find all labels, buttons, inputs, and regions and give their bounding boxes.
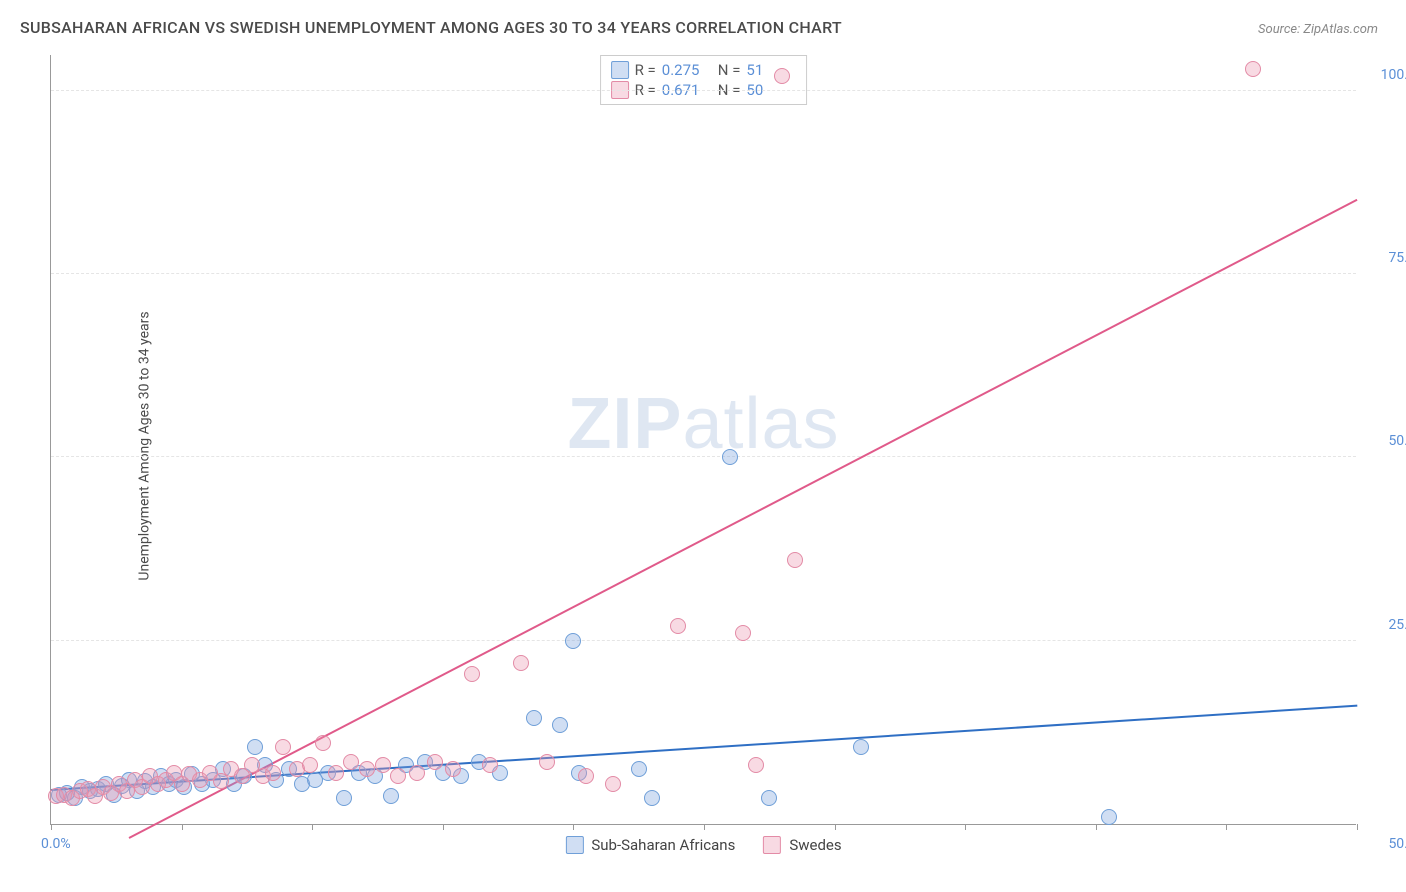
data-point (336, 790, 352, 806)
data-point (390, 768, 406, 784)
x-axis-max-label: 50.0% (1366, 836, 1406, 852)
data-point (302, 757, 318, 773)
legend-item: Sub-Saharan Africans (565, 836, 735, 854)
y-tick-label: 75.0% (1366, 250, 1406, 266)
data-point (445, 761, 461, 777)
data-point (343, 754, 359, 770)
legend-label: Sub-Saharan Africans (591, 836, 735, 854)
x-axis-min-label: 0.0% (41, 836, 71, 852)
data-point (265, 765, 281, 781)
data-point (644, 790, 660, 806)
series-legend: Sub-Saharan Africans Swedes (565, 836, 841, 854)
data-point (761, 790, 777, 806)
data-point (1101, 809, 1117, 825)
n-label: N = (718, 61, 741, 79)
source-attribution: Source: ZipAtlas.com (1258, 22, 1378, 37)
x-tick (182, 824, 183, 830)
data-point (670, 618, 686, 634)
data-point (513, 655, 529, 671)
data-point (722, 449, 738, 465)
plot-area: ZIPatlas R =0.275N =51R =0.671N =50 Sub-… (50, 55, 1356, 825)
legend-swatch (611, 61, 629, 79)
x-tick (1096, 824, 1097, 830)
data-point (565, 633, 581, 649)
data-point (315, 735, 331, 751)
data-point (328, 765, 344, 781)
data-point (409, 765, 425, 781)
stats-row: R =0.275N =51 (611, 60, 797, 80)
gridline (51, 640, 1356, 641)
data-point (275, 739, 291, 755)
data-point (482, 757, 498, 773)
x-tick (965, 824, 966, 830)
y-tick-label: 25.0% (1366, 617, 1406, 633)
legend-swatch (763, 836, 781, 854)
data-point (427, 754, 443, 770)
data-point (539, 754, 555, 770)
x-tick (1226, 824, 1227, 830)
x-tick (312, 824, 313, 830)
data-point (359, 761, 375, 777)
data-point (578, 768, 594, 784)
chart-title: SUBSAHARAN AFRICAN VS SWEDISH UNEMPLOYME… (20, 18, 842, 37)
data-point (748, 757, 764, 773)
data-point (383, 788, 399, 804)
x-tick (51, 824, 52, 830)
data-point (735, 625, 751, 641)
x-tick (704, 824, 705, 830)
data-point (631, 761, 647, 777)
watermark: ZIPatlas (567, 383, 839, 465)
data-point (774, 68, 790, 84)
data-point (247, 739, 263, 755)
legend-label: Swedes (789, 836, 841, 854)
data-point (853, 739, 869, 755)
r-label: R = (635, 61, 656, 79)
data-point (1245, 61, 1261, 77)
data-point (464, 666, 480, 682)
data-point (375, 757, 391, 773)
r-value: 0.275 (662, 61, 712, 79)
x-tick (1357, 824, 1358, 830)
legend-item: Swedes (763, 836, 841, 854)
y-tick-label: 100.0% (1366, 67, 1406, 83)
data-point (787, 552, 803, 568)
y-tick-label: 50.0% (1366, 433, 1406, 449)
x-tick (443, 824, 444, 830)
gridline (51, 90, 1356, 91)
trend-line (129, 199, 1358, 839)
gridline (51, 456, 1356, 457)
legend-swatch (565, 836, 583, 854)
data-point (605, 776, 621, 792)
x-tick (835, 824, 836, 830)
data-point (526, 710, 542, 726)
gridline (51, 273, 1356, 274)
x-tick (573, 824, 574, 830)
data-point (552, 717, 568, 733)
